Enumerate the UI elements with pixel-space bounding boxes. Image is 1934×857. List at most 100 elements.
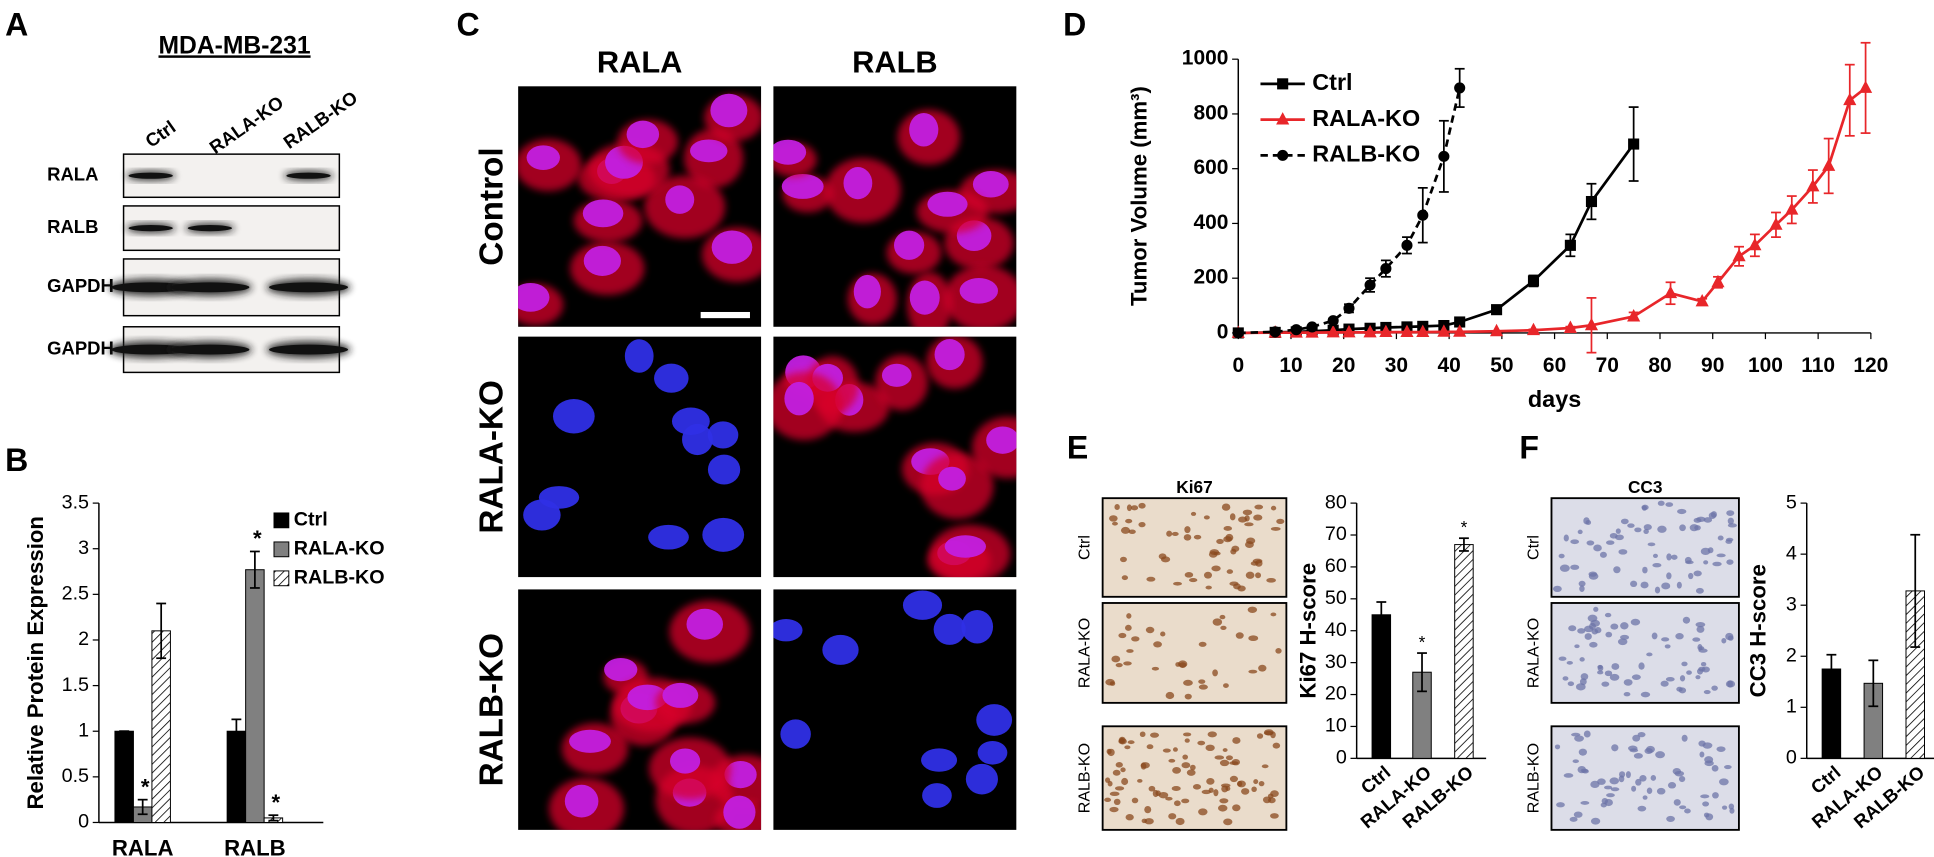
legend-marker [1277,149,1289,161]
ihc-nucleus [1192,784,1202,790]
ihc-nucleus [1717,535,1724,541]
ihc-nucleus [1189,764,1196,771]
marker [1269,326,1281,338]
ihc-nucleus [1160,556,1171,563]
x-tick-label: 20 [1332,354,1355,377]
ihc-nucleus [1609,532,1618,539]
ihc-nucleus [1563,773,1574,778]
nucleus [781,173,824,199]
stain-title: Ki67 [1176,477,1212,497]
ihc-nucleus [1655,751,1665,759]
ihc-nucleus [1562,676,1569,681]
nucleus [927,191,968,217]
x-tick-label: 50 [1490,354,1513,377]
ihc-nucleus [1253,514,1263,521]
y-tick-label: 0 [1217,320,1229,343]
ihc-nucleus [1577,628,1586,634]
ihc-nucleus [1586,540,1595,546]
y-axis-label: CC3 H-score [1746,564,1771,697]
y-tick-label: 2 [78,628,89,650]
nucleus [894,230,925,260]
nucleus [564,784,599,818]
nucleus [626,120,660,149]
ihc-nucleus [1113,798,1121,806]
ihc-nucleus [1650,775,1657,781]
ihc-nucleus [1554,744,1561,750]
marker [1416,324,1430,338]
ihc-nucleus [1631,674,1641,680]
ihc-nucleus [1165,796,1173,801]
nucleus [773,139,807,165]
ihc-nucleus [1126,504,1132,512]
ihc-nucleus [1556,802,1565,808]
ihc-nucleus [1112,521,1118,526]
ihc-nucleus [1211,565,1221,572]
ihc-nucleus [1627,523,1635,528]
x-tick-label: 70 [1596,354,1619,377]
ihc-nucleus [1688,572,1694,580]
ihc-nucleus [1120,556,1127,563]
ihc-nucleus [1266,577,1276,583]
nucleus [582,199,624,228]
y-tick-label: 1 [1786,696,1797,718]
error-bar [1417,652,1427,693]
ihc-nucleus [1160,631,1166,637]
blot-band-core [128,225,173,232]
x-tick-label: 80 [1648,354,1671,377]
ihc-nucleus [1678,687,1687,694]
bar [226,730,247,823]
stain-title: CC3 [1628,477,1663,497]
ihc-nucleus [1643,524,1652,531]
nucleus [707,421,739,449]
ihc-nucleus [1637,805,1647,812]
ihc-nucleus [1183,534,1192,541]
nucleus [723,795,756,829]
cells [773,109,1017,327]
y-tick-label: 2 [1786,644,1797,666]
ihc-nucleus [1716,746,1726,752]
ihc-nucleus [1672,768,1682,775]
nucleus [909,112,939,147]
y-axis-label: Tumor Volume (mm³) [1127,86,1152,306]
blot-row-label: RALA [47,164,98,185]
row-label: Ctrl [1076,535,1094,560]
marker [1695,293,1709,307]
ihc-nucleus [1677,508,1687,515]
marker [1438,150,1450,162]
ihc-nucleus [1590,619,1601,627]
lane-label: RALB-KO [279,87,361,153]
ihc-nucleus [1652,562,1662,568]
nucleus [662,682,699,708]
ihc-nucleus [1664,644,1671,649]
ihc-nucleus [1570,539,1580,545]
nucleus [944,535,986,558]
cells [518,93,762,326]
ihc-nucleus [1666,815,1675,823]
ihc-nucleus [1183,732,1192,737]
ihc-nucleus [1115,761,1123,768]
ihc-nucleus [1105,678,1115,686]
ihc-nucleus [1666,553,1672,561]
y-tick-label: 10 [1325,715,1347,737]
ihc-nucleus [1597,664,1604,672]
ihc-nucleus [1583,730,1591,738]
y-tick-label: 20 [1325,683,1347,705]
error-bar [231,718,242,744]
ihc-nucleus [1150,732,1160,738]
ihc-nucleus [1665,676,1675,682]
marker [1379,324,1393,338]
ihc-nucleus [1599,551,1607,558]
nucleus [972,170,1009,198]
ihc-nucleus [1558,553,1565,559]
nucleus [853,274,881,309]
nucleus [538,486,580,509]
ihc-nucleus [1573,811,1583,818]
ihc-nucleus [1190,511,1197,516]
marker [1859,80,1873,93]
ihc-nucleus [1198,679,1206,684]
ihc-nucleus [1666,572,1672,580]
row-label: RALB-KO [1524,743,1542,813]
ihc-nucleus [1726,510,1735,516]
ihc-nucleus [1574,644,1580,649]
ihc-nucleus [1109,791,1120,797]
